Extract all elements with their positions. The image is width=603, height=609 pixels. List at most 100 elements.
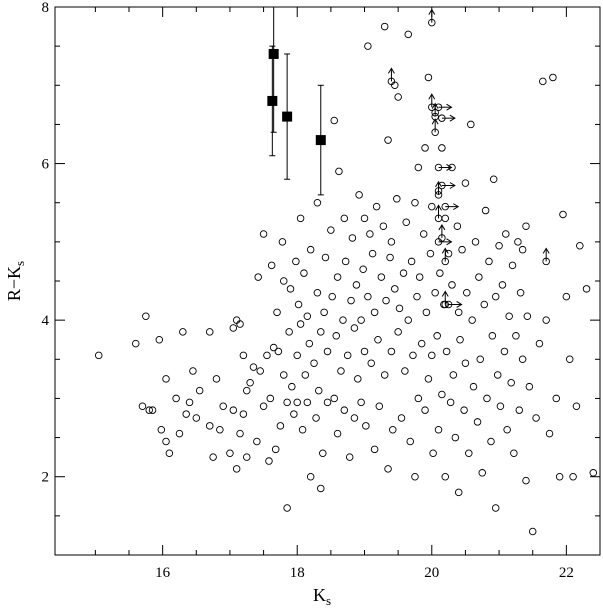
data-point (348, 234, 357, 242)
data-point (476, 355, 484, 364)
data-point (266, 394, 275, 403)
data-point (446, 398, 455, 407)
data-point (384, 136, 392, 144)
data-point (429, 449, 437, 457)
data-point (431, 288, 439, 297)
data-point (413, 292, 421, 301)
data-point (370, 308, 379, 317)
data-point (259, 230, 268, 238)
upper-limit-arrowhead (387, 67, 395, 74)
data-point (532, 414, 540, 422)
data-point (394, 93, 402, 101)
upper-limit-arrowhead (542, 247, 550, 254)
data-point (401, 367, 409, 375)
data-point (209, 453, 217, 461)
data-point (487, 437, 495, 446)
filled-square-point (282, 111, 293, 122)
data-point (562, 292, 571, 301)
data-point (422, 308, 431, 317)
data-point (402, 218, 410, 227)
data-point (441, 214, 449, 223)
data-point (157, 425, 166, 434)
data-point (330, 116, 338, 125)
data-point (582, 285, 591, 293)
data-point (493, 371, 502, 379)
y-tick-label: 8 (42, 0, 50, 16)
data-point (362, 422, 370, 430)
data-point (461, 179, 470, 187)
data-point (319, 449, 327, 457)
right-limit-arrowhead (446, 164, 453, 171)
data-point (522, 222, 530, 230)
data-point (387, 347, 396, 356)
data-point (182, 410, 190, 418)
data-point (94, 351, 103, 360)
data-point (407, 257, 416, 266)
data-point (280, 277, 288, 285)
data-point (380, 371, 389, 379)
data-point (424, 375, 433, 383)
data-point (368, 249, 377, 258)
data-point (293, 351, 301, 360)
data-point (399, 269, 408, 277)
data-point (259, 402, 268, 411)
data-point (468, 316, 476, 324)
data-point (323, 398, 332, 407)
data-point (514, 238, 522, 246)
y-axis-label-sub: s (12, 261, 27, 266)
data-point (243, 453, 251, 461)
data-point (552, 394, 561, 403)
data-point (243, 386, 251, 395)
data-point (206, 422, 214, 430)
data-point (453, 222, 462, 230)
data-point (512, 332, 520, 340)
data-point (263, 351, 271, 360)
data-point (442, 347, 451, 356)
data-point (305, 339, 314, 348)
data-point (454, 308, 463, 317)
data-point (367, 359, 375, 367)
data-point (317, 328, 325, 336)
data-point (421, 406, 429, 414)
data-point (414, 394, 423, 403)
data-point (216, 425, 224, 434)
data-point (438, 144, 446, 152)
data-point (379, 222, 388, 230)
data-point (576, 242, 584, 250)
filled-square-point (315, 135, 326, 146)
data-point (428, 202, 436, 211)
data-point (148, 406, 157, 414)
data-point (397, 414, 406, 422)
data-point (467, 120, 475, 129)
data-point (444, 249, 453, 258)
data-point (352, 281, 361, 289)
upper-limit-arrowhead (428, 8, 436, 15)
data-point (518, 355, 527, 364)
data-point (441, 472, 449, 481)
data-point (387, 238, 396, 246)
data-point (522, 476, 530, 485)
data-point (483, 394, 491, 403)
data-point (515, 406, 524, 414)
data-point (303, 398, 312, 407)
data-point (545, 429, 554, 438)
data-point (300, 269, 308, 277)
data-point (549, 73, 557, 82)
data-point (404, 30, 412, 39)
data-point (310, 359, 318, 367)
data-point (555, 472, 564, 481)
data-point (278, 238, 287, 246)
data-point (236, 429, 244, 438)
upper-limit-arrowhead (441, 290, 449, 297)
data-point (495, 242, 503, 250)
data-point (382, 296, 390, 305)
data-point (195, 386, 204, 395)
data-point (419, 230, 428, 238)
data-point (374, 335, 382, 344)
right-limit-arrowhead (449, 114, 456, 122)
data-point (471, 238, 480, 246)
upper-limit-arrowhead (431, 102, 439, 109)
data-point (301, 371, 310, 379)
data-point (337, 367, 345, 375)
data-point (478, 469, 487, 477)
